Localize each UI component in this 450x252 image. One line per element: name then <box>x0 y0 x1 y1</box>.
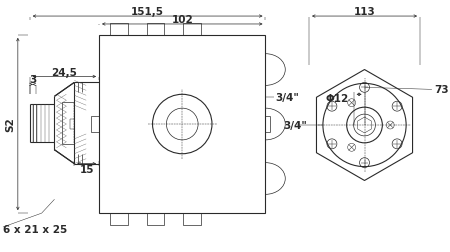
Text: 3/4": 3/4" <box>275 93 299 103</box>
Bar <box>183 24 201 36</box>
Text: 113: 113 <box>354 7 375 17</box>
Text: 6 x 21 x 25: 6 x 21 x 25 <box>3 224 67 234</box>
Bar <box>183 213 201 225</box>
Text: 3: 3 <box>29 75 36 85</box>
Text: S2: S2 <box>5 117 15 132</box>
Bar <box>110 24 128 36</box>
Bar <box>91 117 99 132</box>
Bar <box>147 24 164 36</box>
Text: 151,5: 151,5 <box>131 7 164 17</box>
Bar <box>147 213 164 225</box>
Bar <box>99 36 266 213</box>
Bar <box>110 213 128 225</box>
Text: 3/4": 3/4" <box>284 120 307 131</box>
Text: 102: 102 <box>171 15 193 25</box>
Text: 24,5: 24,5 <box>51 67 77 77</box>
Text: Φ12: Φ12 <box>325 94 349 104</box>
Text: 15: 15 <box>79 164 94 174</box>
Text: 73: 73 <box>434 85 449 95</box>
